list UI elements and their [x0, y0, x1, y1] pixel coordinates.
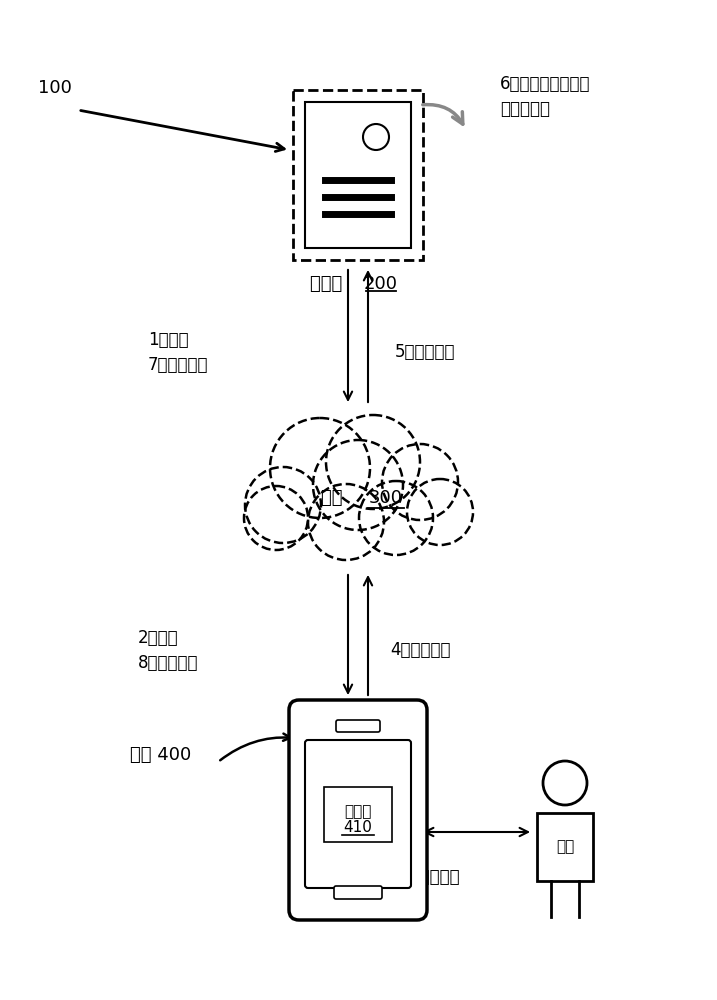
FancyBboxPatch shape [289, 700, 427, 920]
Text: 200: 200 [364, 275, 398, 293]
Text: 410: 410 [343, 820, 372, 836]
Circle shape [270, 418, 370, 518]
Text: 4、互动信息: 4、互动信息 [390, 641, 450, 659]
Text: 2、视频: 2、视频 [138, 629, 179, 647]
Circle shape [363, 124, 389, 150]
Circle shape [543, 761, 587, 805]
Text: 客户端: 客户端 [344, 804, 371, 820]
Text: 300: 300 [369, 489, 403, 507]
Text: 7、推荐信息: 7、推荐信息 [148, 356, 209, 374]
Text: 网络: 网络 [320, 489, 348, 507]
FancyBboxPatch shape [537, 813, 593, 881]
FancyBboxPatch shape [334, 886, 382, 899]
Text: 用户: 用户 [556, 840, 574, 854]
Circle shape [382, 444, 458, 520]
FancyBboxPatch shape [324, 786, 392, 842]
Circle shape [308, 484, 384, 560]
Text: 6、根据互动信息确: 6、根据互动信息确 [500, 75, 591, 93]
Circle shape [244, 486, 308, 550]
Circle shape [407, 479, 473, 545]
Text: 服务器: 服务器 [310, 275, 348, 293]
FancyBboxPatch shape [305, 102, 411, 248]
Circle shape [313, 440, 403, 530]
Text: 5、互动信息: 5、互动信息 [395, 343, 455, 361]
Text: 1、视频: 1、视频 [148, 331, 189, 349]
FancyArrowPatch shape [423, 105, 463, 124]
Text: 3、互动操作: 3、互动操作 [400, 868, 460, 886]
Circle shape [245, 467, 321, 543]
Text: 8、推荐信息: 8、推荐信息 [138, 654, 199, 672]
Circle shape [326, 415, 420, 509]
FancyBboxPatch shape [293, 90, 423, 260]
Text: 100: 100 [38, 79, 72, 97]
Circle shape [359, 481, 433, 555]
FancyBboxPatch shape [305, 740, 411, 888]
Text: 定推荐信息: 定推荐信息 [500, 100, 550, 118]
Text: 终端 400: 终端 400 [130, 746, 191, 764]
FancyBboxPatch shape [336, 720, 380, 732]
